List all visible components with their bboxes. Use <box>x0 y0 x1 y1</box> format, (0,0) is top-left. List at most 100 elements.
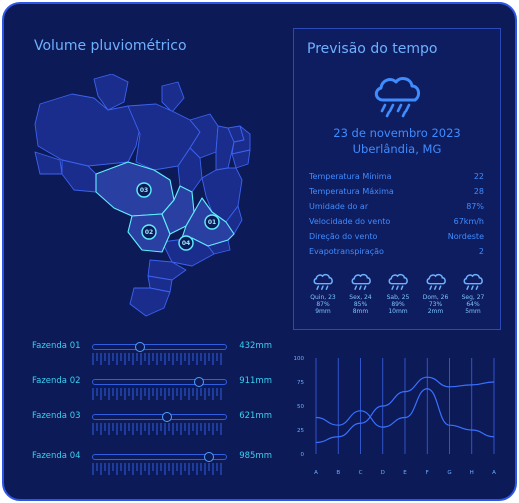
x-tick-label: B <box>336 470 340 476</box>
farm-name: Fazenda 01 <box>32 341 81 351</box>
rain-cloud-icon <box>388 273 408 290</box>
x-tick-label: G <box>447 470 451 476</box>
forecast-date: 23 de novembro 2023 <box>333 126 461 140</box>
day-label: Sex, 24 <box>349 294 372 301</box>
series-line-2 <box>315 388 495 438</box>
farm-row: Fazenda 03 621mm <box>32 411 272 441</box>
state-al-se <box>231 149 251 169</box>
y-tick-label: 100 <box>294 356 305 362</box>
forecast-day[interactable]: Quin, 23 87% 9mm <box>305 272 341 315</box>
rain-panel-title: Volume pluviométrico <box>34 38 187 54</box>
farm-slider[interactable] <box>92 412 227 422</box>
day-rain: 5mm <box>465 308 481 315</box>
state-parana <box>147 259 187 281</box>
forecast-day[interactable]: Sab, 25 89% 10mm <box>380 272 416 315</box>
metric-value: 2 <box>478 247 484 256</box>
x-tick-label: C <box>359 470 363 476</box>
state-bahia <box>201 167 243 223</box>
map-marker-03[interactable]: 03 <box>136 182 152 198</box>
metric-label: Evapotranspiração <box>309 247 384 256</box>
forecast-metrics: Temperatura Mínima 22 Temperatura Máxima 2… <box>309 169 484 259</box>
state-amazonas <box>34 93 143 167</box>
brazil-map: 03 01 02 04 <box>34 74 251 317</box>
metric-value: 87% <box>466 202 484 211</box>
svg-text:01: 01 <box>208 219 216 226</box>
farm-value: 621mm <box>239 411 272 421</box>
forecast-day[interactable]: Dom, 26 73% 2mm <box>418 272 454 315</box>
farm-name: Fazenda 03 <box>32 411 81 421</box>
day-humidity: 85% <box>353 301 368 308</box>
forecast-title: Previsão do tempo <box>307 41 438 57</box>
forecast-city: Uberlândia, MG <box>352 142 442 156</box>
day-label: Quin, 23 <box>310 294 336 301</box>
metric-row: Temperatura Máxima 28 <box>309 184 484 199</box>
rain-cloud-icon <box>351 273 371 290</box>
farm-slider-thumb[interactable] <box>134 342 145 352</box>
map-marker-01[interactable]: 01 <box>204 214 220 230</box>
forecast-day[interactable]: Seg, 27 64% 5mm <box>455 272 491 315</box>
farm-ticks <box>92 423 222 435</box>
day-rain: 2mm <box>427 308 444 315</box>
metric-row: Velocidade do vento 67km/h <box>309 214 484 229</box>
day-label: Sab, 25 <box>386 294 410 301</box>
farm-slider-thumb[interactable] <box>194 377 205 387</box>
map-marker-02[interactable]: 02 <box>141 224 157 240</box>
farm-value: 911mm <box>239 376 272 386</box>
farm-slider-thumb[interactable] <box>162 412 173 422</box>
day-rain: 10mm <box>388 308 408 315</box>
farm-row: Fazenda 04 985mm <box>32 451 272 481</box>
farm-slider[interactable] <box>92 342 227 352</box>
metric-label: Direção do vento <box>309 232 378 241</box>
state-goias <box>161 185 195 235</box>
farm-row: Fazenda 01 432mm <box>32 341 272 371</box>
map-marker-04[interactable]: 04 <box>178 235 194 251</box>
day-rain: 8mm <box>352 308 369 315</box>
state-amapa <box>161 81 185 113</box>
metric-label: Temperatura Mínima <box>309 172 392 181</box>
forecast-panel: Previsão do tempo 23 de novembro 2023 Ub… <box>293 28 501 330</box>
y-tick-label: 75 <box>297 380 304 386</box>
metric-row: Umidade do ar 87% <box>309 199 484 214</box>
metric-row: Direção do vento Nordeste <box>309 229 484 244</box>
svg-text:03: 03 <box>140 187 148 194</box>
x-tick-label: A <box>492 470 496 476</box>
farm-value: 432mm <box>239 341 272 351</box>
x-tick-label: D <box>381 470 385 476</box>
y-tick-label: 0 <box>301 452 305 458</box>
y-tick-label: 50 <box>297 404 304 410</box>
state-mato-grosso <box>95 161 175 217</box>
metric-label: Velocidade do vento <box>309 217 391 226</box>
day-humidity: 87% <box>316 301 330 308</box>
day-humidity: 89% <box>391 301 405 308</box>
metric-value: 28 <box>473 187 484 196</box>
farm-name: Fazenda 04 <box>32 451 81 461</box>
day-label: Seg, 27 <box>461 294 485 301</box>
farm-slider-thumb[interactable] <box>203 452 214 462</box>
svg-text:04: 04 <box>182 240 190 247</box>
series-line-1 <box>315 376 495 444</box>
y-tick-label: 25 <box>297 428 304 434</box>
x-tick-label: E <box>403 470 407 476</box>
day-label: Dom, 26 <box>422 294 449 301</box>
farm-ticks <box>92 388 222 400</box>
farm-ticks <box>92 463 222 475</box>
rain-cloud-icon <box>463 273 483 290</box>
rain-cloud-icon <box>426 273 446 290</box>
metric-value: Nordeste <box>447 232 484 241</box>
day-rain: 9mm <box>315 308 331 315</box>
rain-cloud-icon <box>313 273 333 290</box>
forecast-day[interactable]: Sex, 24 85% 8mm <box>343 272 379 315</box>
farm-slider[interactable] <box>92 377 227 387</box>
state-maranhao <box>189 113 219 159</box>
farm-row: Fazenda 02 911mm <box>32 376 272 406</box>
metric-row: Temperatura Mínima 22 <box>309 169 484 184</box>
forecast-days: Quin, 23 87% 9mm Sex, 24 85% 8mm Sab, 25… <box>305 272 491 315</box>
day-humidity: 73% <box>428 301 443 308</box>
farm-slider[interactable] <box>92 452 227 462</box>
rainfall-line-chart: A B C D E F G H A 0 25 50 75 100 <box>294 356 497 476</box>
metric-value: 22 <box>473 172 484 181</box>
x-tick-label: A <box>314 470 318 476</box>
farm-value: 985mm <box>239 451 272 461</box>
x-tick-label: F <box>426 470 429 476</box>
